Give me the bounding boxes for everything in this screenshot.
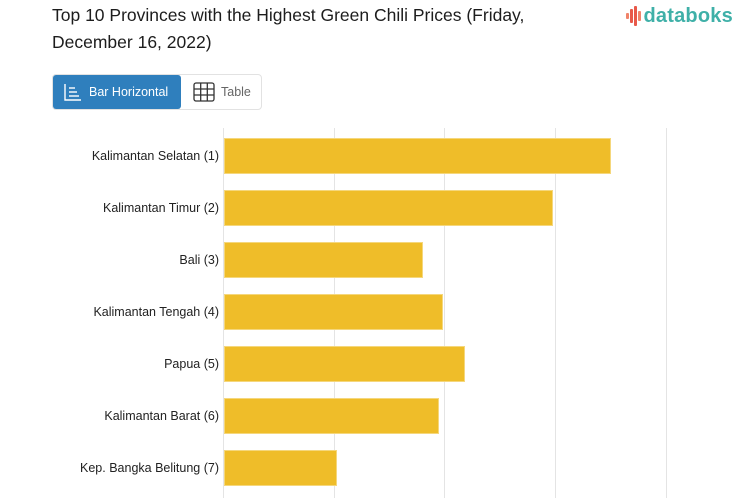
gridline xyxy=(666,128,667,498)
bar-row: Kep. Bangka Belitung (7) xyxy=(0,450,753,502)
bar-row: Kalimantan Barat (6) xyxy=(0,398,753,450)
bar-row: Kalimantan Selatan (1) xyxy=(0,138,753,190)
bar-row: Papua (5) xyxy=(0,346,753,398)
gridline xyxy=(223,128,224,498)
gridline xyxy=(555,128,556,498)
bar[interactable] xyxy=(224,294,443,330)
gridline xyxy=(444,128,445,498)
bar-label: Kalimantan Selatan (1) xyxy=(91,149,219,163)
bar-label: Kalimantan Barat (6) xyxy=(104,409,219,423)
bar[interactable] xyxy=(224,398,439,434)
databoks-logo[interactable]: databoks xyxy=(626,3,733,29)
bar[interactable] xyxy=(224,346,465,382)
table-button[interactable]: Table xyxy=(181,75,251,109)
chart-title: Top 10 Provinces with the Highest Green … xyxy=(52,5,525,52)
bar[interactable] xyxy=(224,450,337,486)
bar-label: Papua (5) xyxy=(164,357,219,371)
bar-chart: Kalimantan Selatan (1) Kalimantan Timur … xyxy=(0,128,753,498)
bar-label: Kalimantan Timur (2) xyxy=(102,201,219,215)
bar-row: Bali (3) xyxy=(0,242,753,294)
logo-text: databoks xyxy=(643,4,733,27)
bar-chart-icon xyxy=(63,82,83,102)
bar-label: Bali (3) xyxy=(179,253,219,267)
table-grid-icon xyxy=(193,82,215,102)
bar[interactable] xyxy=(224,190,553,226)
bar-label: Kalimantan Tengah (4) xyxy=(93,305,219,319)
bar-horizontal-button[interactable]: Bar Horizontal xyxy=(53,75,181,109)
view-toggle: Bar Horizontal Table xyxy=(52,74,262,110)
bar-row: Kalimantan Tengah (4) xyxy=(0,294,753,346)
bar[interactable] xyxy=(224,242,423,278)
bar[interactable] xyxy=(224,138,611,174)
bar-row: Kalimantan Timur (2) xyxy=(0,190,753,242)
table-label: Table xyxy=(221,85,251,99)
logo-bars-icon xyxy=(626,6,641,26)
bar-horizontal-label: Bar Horizontal xyxy=(89,85,169,99)
bar-label: Kep. Bangka Belitung (7) xyxy=(80,461,219,475)
